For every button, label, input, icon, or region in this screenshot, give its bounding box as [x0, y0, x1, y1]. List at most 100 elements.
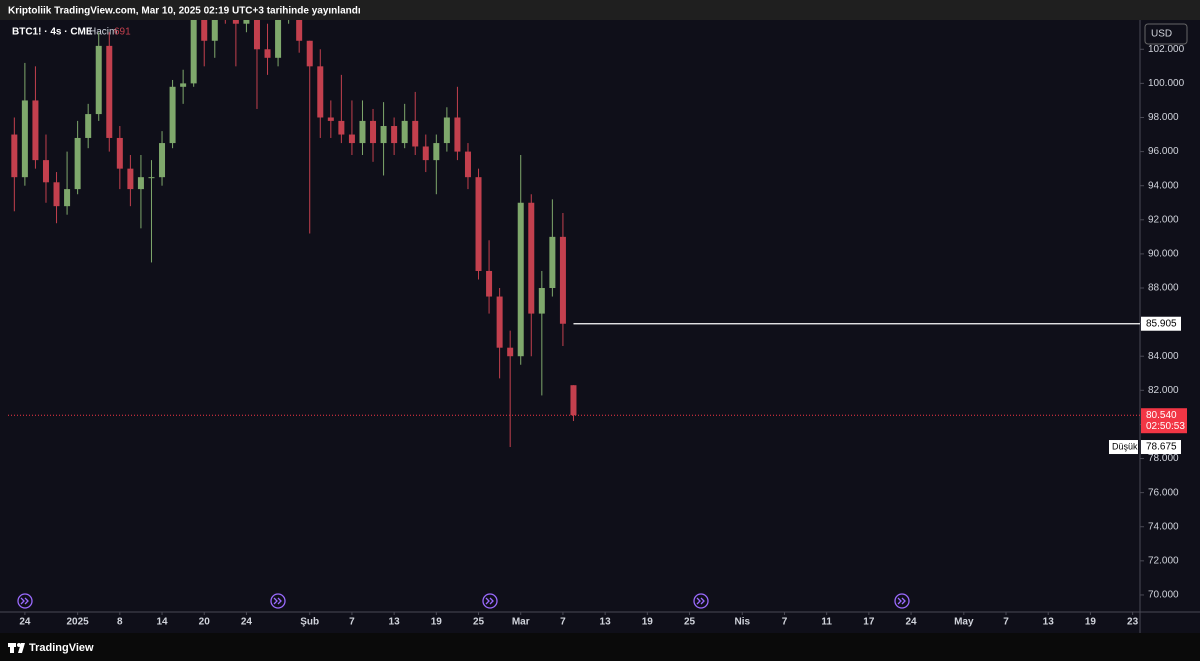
event-icon[interactable] [270, 593, 286, 609]
candle-body [549, 236, 556, 289]
x-tick-label: 11 [821, 617, 832, 628]
x-tick-label: Mar [512, 617, 530, 628]
x-tick-label: 25 [473, 617, 485, 628]
candle-body [95, 45, 102, 115]
x-tick-label: 7 [782, 617, 788, 628]
last-price-box [1141, 408, 1187, 434]
candle-body [201, 20, 208, 41]
x-tick-label: May [954, 617, 974, 628]
x-tick-label: 13 [1043, 617, 1055, 628]
y-tick-label: 70.000 [1148, 590, 1179, 601]
candle-body [422, 146, 429, 161]
y-tick-label: 90.000 [1148, 249, 1179, 260]
x-tick-label: 23 [1127, 617, 1139, 628]
event-icon[interactable] [894, 593, 910, 609]
candle-body [85, 114, 92, 138]
candle-body [528, 202, 535, 314]
candle-body [391, 126, 398, 144]
candle-body [190, 20, 197, 84]
candle-body [32, 100, 39, 161]
symbol-legend: BTC1! · 4s · CME [12, 27, 93, 38]
price-line-label: 85.905 [1146, 318, 1177, 329]
candle-body [116, 137, 123, 169]
candle-body [11, 134, 18, 178]
y-tick-label: 88.000 [1148, 283, 1179, 294]
y-tick-label: 74.000 [1148, 521, 1179, 532]
x-tick-label: 24 [19, 617, 31, 628]
x-tick-label: 19 [1085, 617, 1097, 628]
x-tick-label: 20 [199, 617, 211, 628]
footer-bar [0, 633, 1200, 661]
x-tick-label: 7 [349, 617, 355, 628]
candle-body [380, 126, 387, 144]
price-line-box [1141, 316, 1181, 331]
candle-body [412, 120, 419, 147]
candle-body [74, 137, 81, 190]
candle-body [296, 20, 303, 41]
candle-body [21, 100, 28, 178]
x-tick-label: 7 [1003, 617, 1009, 628]
candle-body [53, 182, 60, 207]
candle-body [401, 120, 408, 144]
x-tick-label: 25 [684, 617, 696, 628]
candle-body [306, 40, 313, 67]
candle-body [253, 20, 260, 50]
x-tick-label: 13 [600, 617, 612, 628]
candle-body [180, 83, 187, 87]
candle-body [348, 134, 355, 144]
header-title: Kriptoliik TradingView.com, Mar 10, 2025… [8, 6, 361, 17]
y-tick-label: 100.000 [1148, 78, 1185, 89]
countdown: 02:50:53 [1146, 421, 1185, 432]
y-tick-label: 84.000 [1148, 351, 1179, 362]
x-tick-label: 24 [241, 617, 253, 628]
candle-body [106, 45, 113, 138]
candle-body [517, 202, 524, 357]
x-tick-label: 17 [863, 617, 875, 628]
candle-body [338, 120, 345, 135]
candle-body [433, 143, 440, 161]
candle-body [169, 86, 176, 144]
candle-body [359, 120, 366, 144]
x-tick-label: 8 [117, 617, 123, 628]
x-tick-label: 7 [560, 617, 566, 628]
header-bar [0, 0, 1200, 20]
y-tick-label: 78.000 [1148, 453, 1179, 464]
candle-body [327, 117, 334, 121]
candle-body [538, 288, 545, 314]
candle-body [159, 143, 166, 178]
candle-body [264, 49, 271, 58]
left-margin [0, 20, 8, 612]
currency[interactable]: USD [1151, 29, 1172, 40]
event-icon[interactable] [693, 593, 709, 609]
event-icon[interactable] [17, 593, 33, 609]
candle-body [486, 270, 493, 297]
candle-body [454, 117, 461, 152]
low-marker-title: Düşük [1112, 441, 1138, 451]
footer-brand: TradingView [29, 642, 94, 654]
currency-box[interactable] [1144, 23, 1188, 45]
low-marker-label: 78.675 [1146, 442, 1177, 453]
candle-body [570, 385, 577, 416]
candle-body [211, 20, 218, 41]
tv-logo [8, 643, 25, 653]
x-tick-label: 2025 [67, 617, 90, 628]
x-tick-label: 24 [906, 617, 918, 628]
last-price-label: 80.540 [1146, 410, 1177, 421]
y-tick-label: 76.000 [1148, 487, 1179, 498]
x-tick-label: Şub [300, 617, 319, 628]
x-tick-label: 19 [642, 617, 654, 628]
candle-body [275, 20, 282, 58]
candle-body [443, 117, 450, 144]
low-marker-title-box [1109, 440, 1138, 455]
candle-body [559, 236, 566, 324]
x-tick-label: 14 [156, 617, 168, 628]
y-tick-label: 102.000 [1148, 44, 1185, 55]
candle-body [243, 20, 250, 24]
y-tick-label: 94.000 [1148, 180, 1179, 191]
candle-body [464, 151, 471, 178]
event-icon[interactable] [482, 593, 498, 609]
candle-body [507, 347, 514, 357]
